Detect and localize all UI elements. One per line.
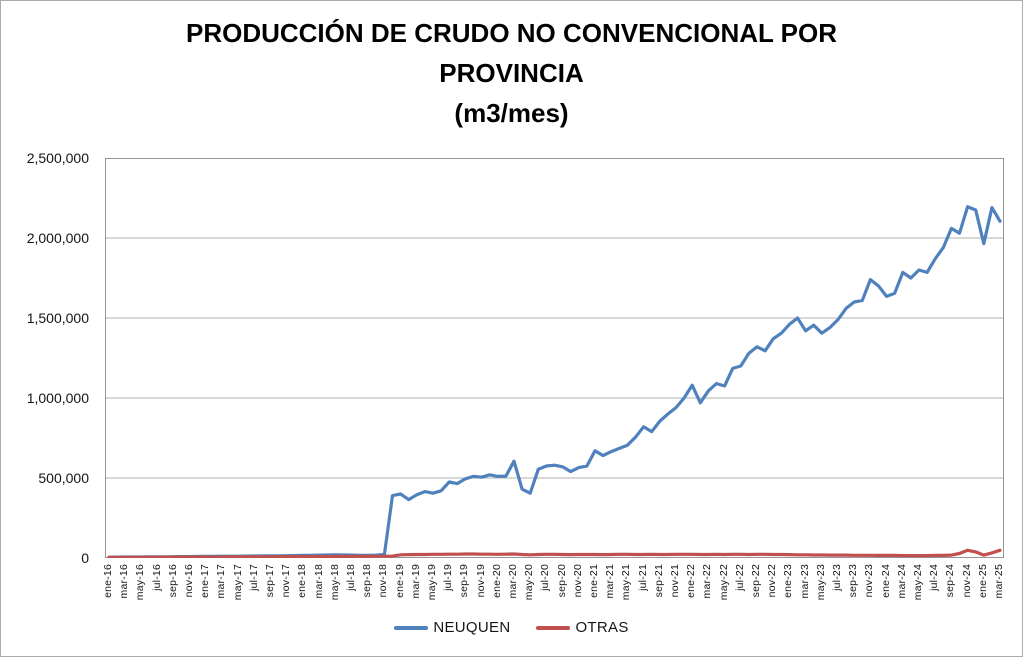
- legend-entry-otras: OTRAS: [536, 619, 628, 636]
- y-axis-tick-label: 1,000,000: [26, 390, 89, 406]
- x-axis-tick-label: jul-24: [928, 564, 941, 591]
- x-axis-tick-label: sep-16: [166, 564, 179, 598]
- x-axis-tick-label: ene-24: [879, 564, 892, 598]
- x-axis-tick-label: may-21: [620, 564, 633, 601]
- legend-label: OTRAS: [575, 619, 629, 636]
- x-axis-tick-label: sep-17: [264, 564, 277, 598]
- x-axis-tick-label: may-24: [911, 564, 924, 601]
- x-axis-tick-label: may-22: [717, 564, 730, 601]
- chart-legend: NEUQUEN OTRAS: [1, 619, 1022, 636]
- x-axis-tick-label: sep-23: [847, 564, 860, 598]
- x-axis-tick-label: ene-17: [199, 564, 212, 598]
- x-axis-tick-label: mar-23: [798, 564, 811, 599]
- x-axis-tick-label: sep-18: [361, 564, 374, 598]
- x-axis-tick-label: mar-17: [215, 564, 228, 599]
- x-axis-tick-label: sep-20: [555, 564, 568, 598]
- y-axis-tick-label: 2,500,000: [26, 150, 89, 166]
- chart-title-line1: PRODUCCIÓN DE CRUDO NO CONVENCIONAL POR: [185, 18, 837, 48]
- plot-border: [105, 158, 1004, 558]
- x-axis-tick-label: nov-19: [474, 564, 487, 598]
- x-axis-tick-label: may-16: [134, 564, 147, 601]
- y-axis-tick-label: 2,000,000: [26, 230, 89, 246]
- chart-title-line2: PROVINCIA: [439, 58, 584, 88]
- x-axis-tick-label: nov-18: [377, 564, 390, 598]
- y-axis-tick-label: 0: [81, 550, 89, 566]
- x-axis-tick-label: may-23: [814, 564, 827, 601]
- x-axis-tick-label: may-19: [426, 564, 438, 601]
- x-axis-tick-label: nov-17: [280, 564, 293, 598]
- x-axis-tick-label: ene-20: [490, 564, 503, 598]
- chart-canvas: [105, 158, 1004, 558]
- x-axis-tick-label: ene-16: [102, 564, 115, 598]
- x-axis-tick-label: nov-16: [183, 564, 196, 598]
- x-axis-tick-label: sep-19: [458, 564, 471, 598]
- x-axis-tick-label: jul-23: [830, 564, 843, 591]
- series-line-otras: [107, 548, 1002, 558]
- chart-title: PRODUCCIÓN DE CRUDO NO CONVENCIONAL POR …: [1, 13, 1022, 133]
- x-axis-tick-label: mar-16: [118, 564, 131, 599]
- x-axis-tick-label: jul-19: [442, 564, 455, 591]
- x-axis-tick-label: nov-21: [668, 564, 681, 598]
- y-axis-tick-label: 500,000: [38, 470, 89, 486]
- y-axis: 0 500,000 1,000,000 1,500,000 2,000,000 2,500…: [1, 1, 97, 656]
- chart-title-line3: (m3/mes): [454, 98, 569, 128]
- x-axis-tick-label: mar-18: [312, 564, 325, 599]
- x-axis-tick-label: mar-19: [409, 564, 422, 599]
- x-axis-tick-label: sep-24: [944, 564, 957, 598]
- x-axis-tick-label: jul-18: [345, 564, 358, 591]
- x-axis-tick-label: nov-22: [766, 564, 779, 598]
- legend-line-icon: [536, 625, 571, 630]
- x-axis-tick-label: nov-20: [571, 564, 584, 598]
- x-axis-tick-label: mar-22: [701, 564, 714, 599]
- x-axis-tick-label: may-20: [523, 564, 536, 601]
- x-axis-tick-label: ene-25: [976, 564, 989, 598]
- x-axis-tick-label: ene-18: [296, 564, 309, 598]
- x-axis-tick-label: jul-21: [636, 564, 649, 591]
- legend-label: NEUQUEN: [433, 619, 511, 636]
- legend-line-icon: [394, 625, 429, 630]
- chart-plot-area: [105, 158, 1004, 558]
- x-axis-tick-label: may-18: [328, 564, 341, 601]
- x-axis-tick-label: jul-20: [539, 564, 552, 591]
- x-axis-tick-label: ene-19: [393, 564, 406, 598]
- x-axis-tick-label: mar-20: [507, 564, 519, 599]
- x-axis-tick-label: sep-21: [652, 564, 665, 598]
- legend-entry-neuquen: NEUQUEN: [394, 619, 510, 636]
- x-axis-tick-label: mar-24: [895, 564, 908, 599]
- y-axis-tick-label: 1,500,000: [26, 310, 89, 326]
- x-axis-tick-label: ene-22: [685, 564, 698, 598]
- x-axis-tick-label: may-17: [231, 564, 244, 601]
- x-axis-tick-label: ene-23: [782, 564, 795, 598]
- x-axis-tick-label: ene-21: [587, 564, 600, 598]
- x-axis-tick-label: mar-21: [604, 564, 617, 599]
- x-axis-tick-label: sep-22: [749, 564, 762, 598]
- x-axis-tick-label: mar-25: [992, 564, 1005, 599]
- x-axis-tick-label: nov-23: [863, 564, 876, 598]
- x-axis-tick-label: nov-24: [960, 564, 973, 598]
- x-axis-tick-label: jul-22: [733, 564, 746, 591]
- x-axis-tick-label: jul-17: [247, 564, 260, 591]
- x-axis-tick-label: jul-16: [150, 564, 163, 591]
